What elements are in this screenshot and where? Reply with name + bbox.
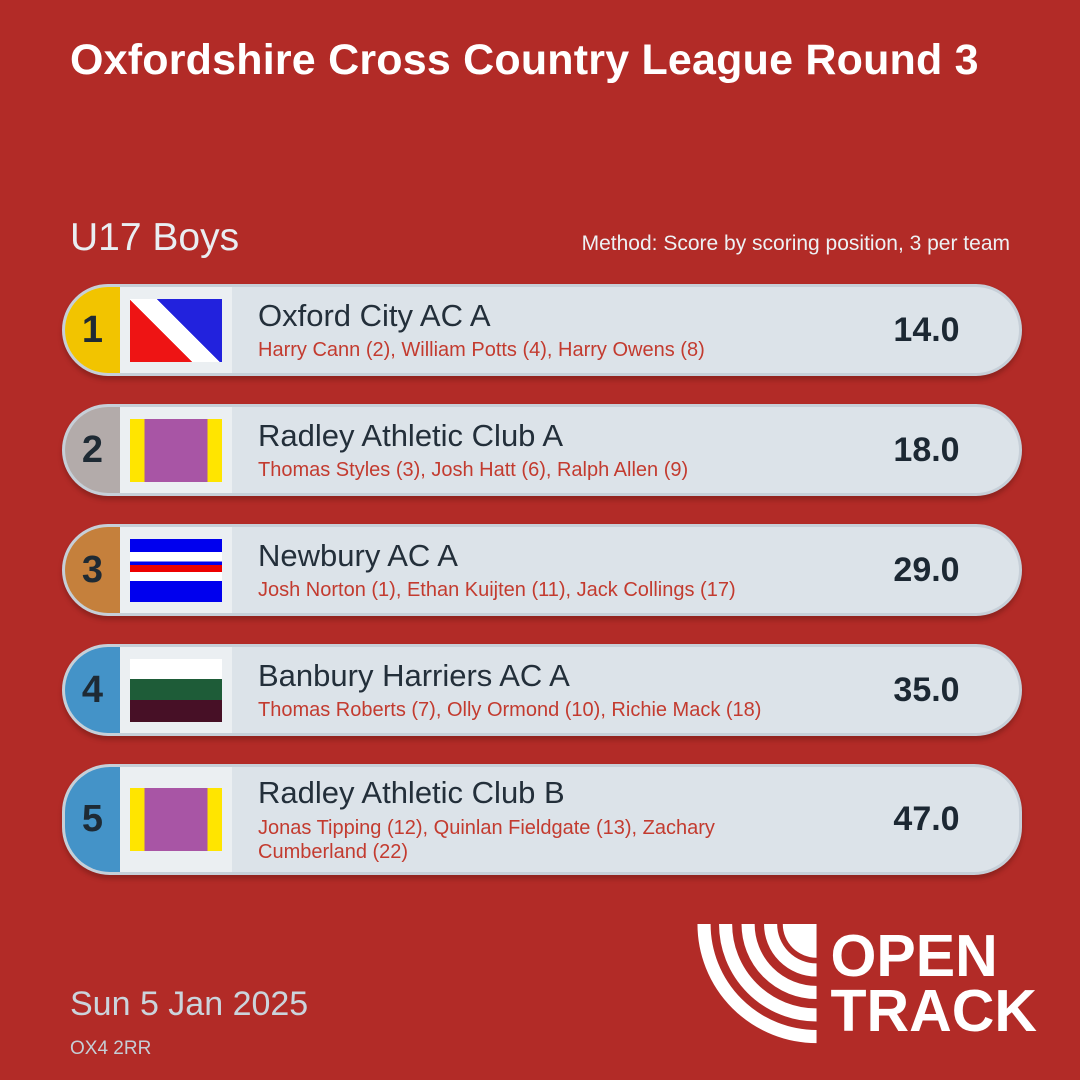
result-row: 1 Oxford City AC A Harry Cann (2), Willi… <box>62 284 1022 376</box>
team-name: Radley Athletic Club A <box>258 417 564 453</box>
team-name: Radley Athletic Club B <box>258 775 565 810</box>
opentrack-wordmark: OPEN TRACK <box>830 923 1037 1044</box>
club-flag-icon <box>130 538 222 602</box>
team-info: Oxford City AC A Harry Cann (2), William… <box>232 287 834 373</box>
team-score: 29.0 <box>893 550 960 589</box>
club-flag-panel <box>120 527 232 613</box>
results-list: 1 Oxford City AC A Harry Cann (2), Willi… <box>62 284 1022 875</box>
event-postcode: OX4 2RR <box>70 1038 152 1059</box>
athletes-list: Josh Norton (1), Ethan Kuijten (11), Jac… <box>258 579 736 602</box>
opentrack-wordmark-line2: TRACK <box>830 978 1037 1044</box>
team-score: 47.0 <box>893 799 960 838</box>
position-badge: 4 <box>65 647 120 733</box>
club-flag-icon <box>130 787 222 851</box>
position-badge: 1 <box>65 287 120 373</box>
category-label: U17 Boys <box>70 216 240 259</box>
team-score: 14.0 <box>893 310 960 349</box>
athletes-list: Thomas Roberts (7), Olly Ormond (10), Ri… <box>258 699 762 722</box>
result-row: 2 Radley Athletic Club A Thomas Styles (… <box>62 404 1022 496</box>
position-badge: 5 <box>65 767 120 872</box>
team-score: 35.0 <box>893 670 960 709</box>
club-flag-icon <box>130 658 222 722</box>
team-info: Newbury AC A Josh Norton (1), Ethan Kuij… <box>232 527 834 613</box>
club-flag-icon <box>130 418 222 482</box>
club-flag-panel <box>120 407 232 493</box>
opentrack-arcs-icon <box>696 924 817 1044</box>
result-row: 5 Radley Athletic Club B Jonas Tipping (… <box>62 764 1022 875</box>
team-name: Oxford City AC A <box>258 297 491 333</box>
opentrack-wordmark-line1: OPEN <box>830 923 998 990</box>
team-info: Radley Athletic Club B Jonas Tipping (12… <box>232 767 834 872</box>
team-name: Newbury AC A <box>258 537 458 573</box>
team-info: Banbury Harriers AC A Thomas Roberts (7)… <box>232 647 834 733</box>
opentrack-logo: OPEN TRACK <box>693 924 1037 1044</box>
page-title: Oxfordshire Cross Country League Round 3 <box>70 36 979 84</box>
team-score: 18.0 <box>893 430 960 469</box>
result-row: 3 Newbury AC A Josh Norton (1), Ethan Ku… <box>62 524 1022 616</box>
club-flag-panel <box>120 287 232 373</box>
athletes-list: Thomas Styles (3), Josh Hatt (6), Ralph … <box>258 459 689 482</box>
club-flag-icon <box>130 298 222 362</box>
team-name: Banbury Harriers AC A <box>258 657 570 693</box>
position-badge: 3 <box>65 527 120 613</box>
athletes-list: Harry Cann (2), William Potts (4), Harry… <box>258 339 705 362</box>
team-info: Radley Athletic Club A Thomas Styles (3)… <box>232 407 834 493</box>
result-row: 4 Banbury Harriers AC A Thomas Roberts (… <box>62 644 1022 736</box>
position-badge: 2 <box>65 407 120 493</box>
athletes-list: Jonas Tipping (12), Quinlan Fieldgate (1… <box>258 816 715 863</box>
section-header: U17 Boys Method: Score by scoring positi… <box>70 216 1010 260</box>
scoring-method-label: Method: Score by scoring position, 3 per… <box>581 232 1010 255</box>
event-date: Sun 5 Jan 2025 <box>70 985 309 1023</box>
club-flag-panel <box>120 647 232 733</box>
club-flag-panel <box>120 767 232 872</box>
